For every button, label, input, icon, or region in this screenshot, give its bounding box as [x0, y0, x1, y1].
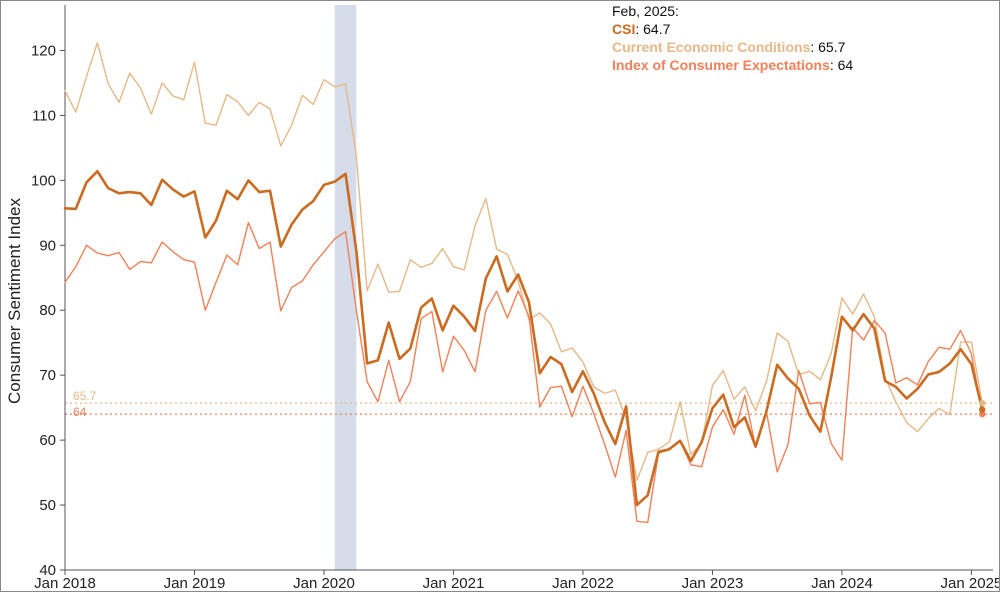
x-tick-label: Jan 2025 — [941, 575, 999, 591]
annotation-series-name: Current Economic Conditions — [612, 39, 811, 55]
x-tick-label: Jan 2023 — [682, 575, 744, 591]
hover-annotation: Feb, 2025: CSI: 64.7 Current Economic Cond… — [612, 3, 853, 73]
annotation-series-name: CSI — [612, 21, 635, 37]
x-tick-label: Jan 2019 — [164, 575, 226, 591]
y-tick-label: 60 — [39, 432, 56, 449]
x-tick-label: Jan 2021 — [423, 575, 485, 591]
annotation-series-value: : 64.7 — [635, 21, 670, 37]
x-tick-label: Jan 2022 — [552, 575, 614, 591]
y-tick-label: 120 — [31, 42, 56, 59]
y-tick-label: 50 — [39, 497, 56, 514]
series-layer — [63, 41, 984, 524]
reference-line-label: 65.7 — [73, 389, 97, 403]
y-tick-label: 80 — [39, 302, 56, 319]
x-tick-label: Jan 2024 — [811, 575, 873, 591]
annotation-series-name: Index of Consumer Expectations — [612, 57, 830, 73]
y-tick-label: 40 — [39, 562, 56, 579]
recession-band — [334, 5, 357, 570]
x-tick-label: Jan 2020 — [293, 575, 355, 591]
end-marker-current-economic-conditions — [979, 399, 986, 407]
x-tick-label: Jan 2018 — [34, 575, 96, 591]
end-markers-layer — [979, 399, 986, 418]
end-marker-index-of-consumer-expectations — [979, 410, 986, 418]
reference-lines-layer: 65.7 64 — [65, 389, 993, 419]
y-tick-label: 90 — [39, 237, 56, 254]
end-marker-csi — [979, 406, 986, 413]
annotation-item: Index of Consumer Expectations: 64 — [612, 57, 853, 73]
axes-layer: 40 50 60 70 80 90 100 110 120 Jan 2018 Jan 2019 Jan… — [31, 5, 1000, 592]
annotation-item: Current Economic Conditions: 65.7 — [612, 39, 846, 55]
annotation-series-value: : 65.7 — [810, 39, 845, 55]
y-tick-label: 100 — [31, 172, 56, 189]
annotation-date: Feb, 2025: — [612, 3, 679, 19]
y-axis-label: Consumer Sentiment Index — [5, 198, 24, 404]
annotation-item: CSI: 64.7 — [612, 21, 671, 37]
annotation-series-value: : 64 — [830, 57, 854, 73]
series-line-current-economic-conditions — [64, 41, 983, 482]
recession-shading-layer — [334, 5, 357, 570]
series-line-csi — [63, 169, 984, 507]
y-tick-label: 110 — [32, 107, 56, 124]
series-line-index-of-consumer-expectations — [64, 221, 983, 524]
reference-line-label: 64 — [73, 405, 87, 419]
y-tick-label: 70 — [39, 367, 56, 384]
